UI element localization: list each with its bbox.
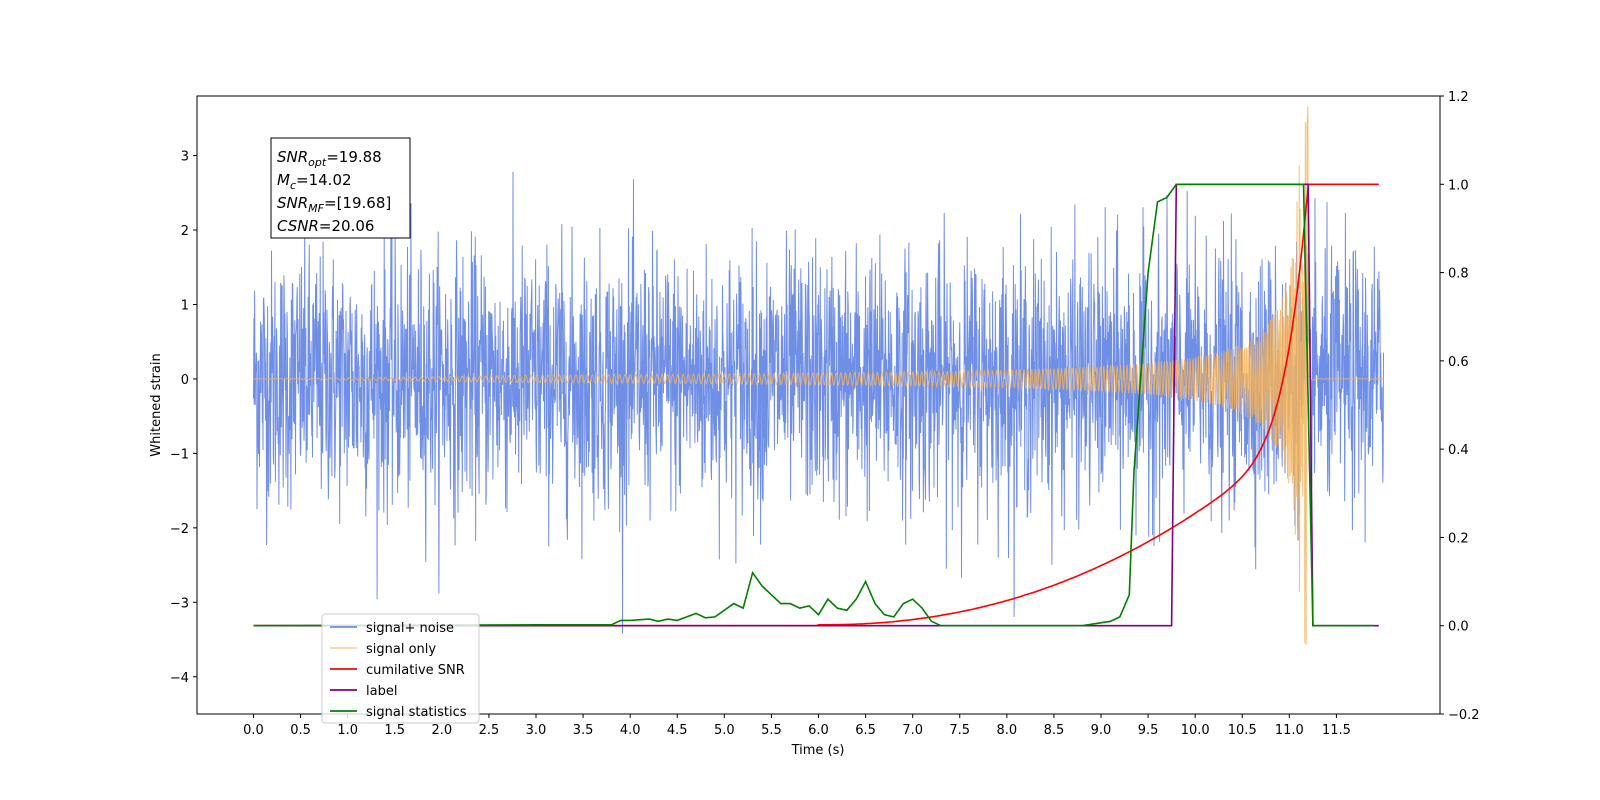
y-axis-right: −0.2 0.0 0.2 0.4 0.6 0.8 1.0 1.2 (1440, 90, 1480, 723)
legend-label: signal only (366, 642, 436, 657)
info-line: CSNR=20.06 (277, 217, 374, 235)
x-tick-label: 3.0 (526, 723, 547, 738)
x-tick-label: 10.5 (1228, 723, 1257, 738)
y-tick-label: 2 (181, 224, 189, 239)
y2-tick-label: 0.8 (1448, 267, 1469, 282)
legend-frame (321, 613, 480, 724)
x-tick-label: 5.5 (761, 723, 782, 738)
x-tick-label: 4.0 (620, 723, 641, 738)
series-signal-noise (253, 171, 1384, 634)
y-tick-label: 1 (181, 298, 189, 313)
x-tick-label: 11.5 (1322, 723, 1351, 738)
x-tick-label: 5.0 (714, 723, 735, 738)
x-tick-label: 6.5 (855, 723, 876, 738)
info-line: SNRopt=19.88 (277, 148, 382, 169)
series-signal-only (253, 106, 1384, 645)
x-tick-label: 8.5 (1044, 723, 1065, 738)
legend-label: signal statistics (366, 705, 467, 720)
info-line: SNRMF=[19.68] (277, 194, 391, 215)
x-tick-label: 9.5 (1138, 723, 1159, 738)
x-tick-label: 7.0 (902, 723, 923, 738)
x-tick-label: 3.5 (573, 723, 594, 738)
x-axis-label: Time (s) (791, 743, 845, 758)
x-tick-label: 1.0 (337, 723, 358, 738)
info-line: Mc=14.02 (277, 171, 352, 192)
y2-tick-label: 0.6 (1448, 355, 1469, 370)
legend-label: cumilative SNR (366, 663, 465, 678)
x-tick-label: 4.5 (667, 723, 688, 738)
x-tick-label: 9.0 (1091, 723, 1112, 738)
y-tick-label: −4 (170, 671, 189, 686)
x-tick-label: 6.0 (808, 723, 829, 738)
y-tick-label: −2 (170, 522, 189, 537)
x-axis: 0.0 0.5 1.0 1.5 2.0 2.5 3.0 3.5 4.0 4.5 5.0 5.5 6.0 6… (243, 714, 1351, 738)
x-tick-label: 11.0 (1275, 723, 1304, 738)
series-signal-statistics (253, 183, 1375, 627)
info-box-frame (270, 137, 411, 239)
x-tick-label: 2.0 (431, 723, 452, 738)
y-tick-label: 0 (181, 373, 189, 388)
x-tick-label: 0.5 (290, 723, 311, 738)
y2-tick-label: 0.2 (1448, 531, 1469, 546)
legend: signal+ noise signal only cumilative SNR la… (321, 613, 480, 724)
x-tick-label: 1.5 (384, 723, 405, 738)
y-tick-label: −1 (170, 447, 189, 462)
y-axis-label: Whitened strain (149, 353, 164, 456)
y-axis-left: −4 −3 −2 −1 0 1 2 3 (170, 150, 197, 686)
x-tick-label: 8.0 (996, 723, 1017, 738)
x-tick-label: 10.0 (1181, 723, 1210, 738)
y2-tick-label: −0.2 (1448, 708, 1480, 723)
x-tick-label: 2.5 (479, 723, 500, 738)
x-tick-label: 7.5 (949, 723, 970, 738)
legend-label: signal+ noise (366, 621, 454, 636)
legend-label: label (366, 684, 397, 699)
y2-tick-label: 0.0 (1448, 620, 1469, 635)
y-tick-label: −3 (170, 596, 189, 611)
y2-tick-label: 0.4 (1448, 443, 1469, 458)
x-tick-label: 0.0 (243, 723, 264, 738)
y-tick-label: 3 (181, 150, 189, 165)
y2-tick-label: 1.0 (1448, 178, 1469, 193)
y2-tick-label: 1.2 (1448, 90, 1469, 105)
